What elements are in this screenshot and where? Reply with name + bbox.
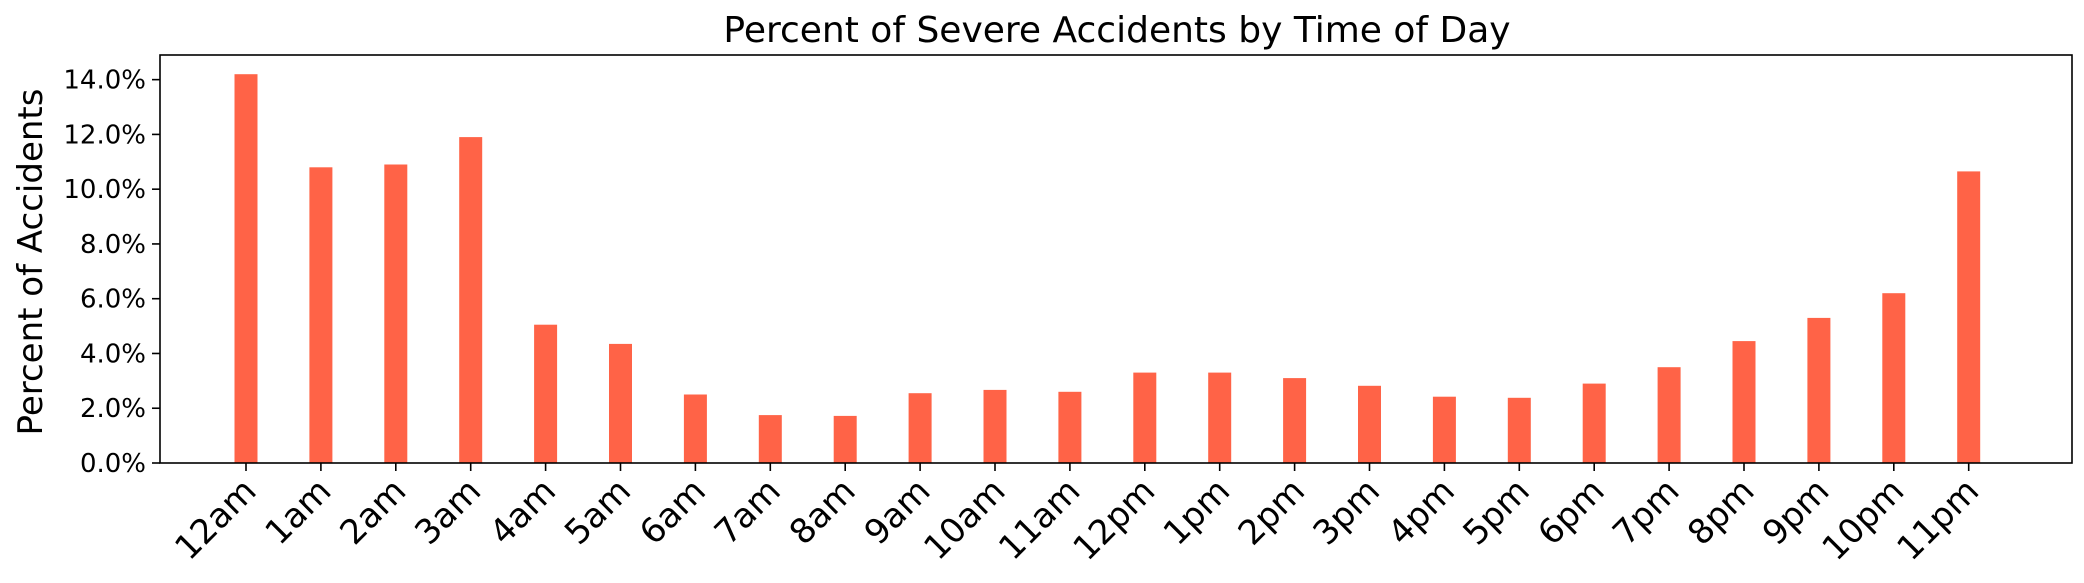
y-tick-label: 8.0% [80, 230, 146, 260]
bar-12am [234, 74, 258, 463]
x-tick-label: 5am [557, 471, 639, 553]
x-tick-label: 3am [407, 471, 489, 553]
bar-1am [309, 167, 333, 464]
x-tick-label: 7am [707, 471, 789, 553]
bar-7am [758, 415, 782, 463]
x-tick-label: 4pm [1380, 471, 1462, 553]
y-tick-label: 14.0% [63, 66, 146, 96]
x-tick-label: 2am [332, 471, 414, 553]
x-tick-label: 6pm [1530, 471, 1612, 553]
bar-9pm [1807, 317, 1831, 463]
x-tick-label: 10am [916, 471, 1013, 568]
bar-4pm [1432, 396, 1456, 463]
bar-6am [683, 394, 707, 463]
x-tick-label: 10pm [1815, 471, 1913, 569]
y-tick-label: 2.0% [80, 394, 146, 424]
x-tick-label: 3pm [1306, 471, 1388, 553]
bar-11pm [1957, 171, 1981, 463]
bar-7pm [1657, 367, 1681, 463]
x-tick-label: 2pm [1231, 471, 1313, 553]
bar-9am [908, 393, 932, 463]
x-tick-label: 1pm [1156, 471, 1238, 553]
x-tick-label: 11am [991, 471, 1088, 568]
y-tick-label: 6.0% [80, 285, 146, 315]
y-axis: 0.0% 2.0% 4.0% 6.0% 8.0% 10.0% 12.0% 14.0% [63, 66, 160, 479]
plot-frame [159, 54, 2073, 464]
x-tick-label: 6am [632, 471, 714, 553]
x-tick-label: 11pm [1890, 471, 1988, 569]
bar-2pm [1283, 378, 1307, 463]
x-tick-label: 12am [167, 471, 264, 568]
x-tick-label: 1am [258, 471, 340, 553]
y-tick-label: 0.0% [80, 449, 146, 479]
bar-8pm [1732, 341, 1756, 463]
bar-5pm [1507, 397, 1531, 463]
chart-title: Percent of Severe Accidents by Time of D… [723, 10, 1510, 51]
bar-6pm [1582, 383, 1606, 463]
bar-2am [384, 164, 408, 463]
x-tick-label: 8am [782, 471, 864, 553]
y-tick-label: 4.0% [80, 339, 146, 369]
bar-10pm [1882, 293, 1906, 463]
x-tick-label: 12pm [1066, 471, 1164, 569]
bars-group [234, 74, 1981, 464]
bar-3pm [1358, 385, 1381, 463]
x-tick-label: 8pm [1680, 471, 1762, 553]
bar-3am [459, 137, 483, 463]
bar-1pm [1208, 372, 1232, 463]
bar-4am [534, 324, 558, 463]
bar-8am [833, 415, 857, 463]
x-axis: 12am1am2am3am4am5am6am7am8am9am10am11am1… [167, 463, 1987, 569]
x-tick-label: 5pm [1455, 471, 1537, 553]
bar-10am [983, 389, 1007, 463]
bar-5am [609, 343, 632, 463]
y-tick-label: 10.0% [63, 175, 146, 205]
bar-11am [1058, 391, 1082, 463]
y-tick-label: 12.0% [63, 120, 146, 150]
x-tick-label: 4am [482, 471, 564, 553]
bar-12pm [1133, 372, 1157, 463]
x-tick-label: 7pm [1605, 471, 1687, 553]
y-axis-label: Percent of Accidents [11, 89, 51, 436]
